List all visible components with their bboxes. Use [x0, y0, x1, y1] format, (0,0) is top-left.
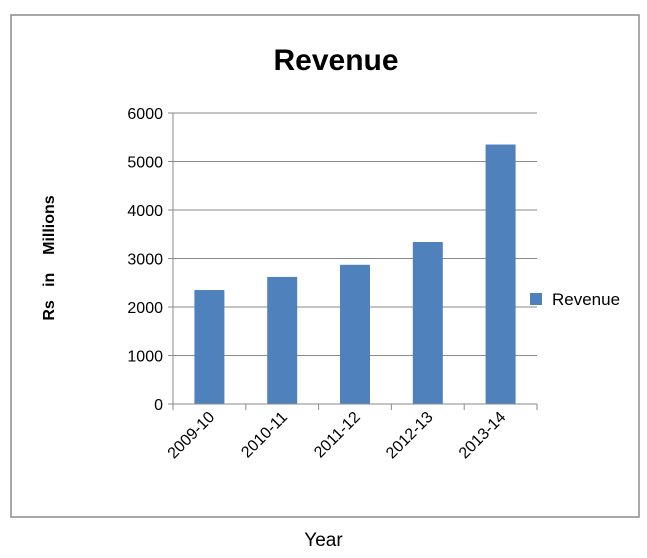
y-tick-label: 0 [154, 397, 163, 414]
x-axis-label: Year [304, 530, 343, 551]
y-tick-label: 6000 [127, 106, 163, 123]
legend-label: Revenue [552, 290, 620, 309]
y-tick-label: 4000 [127, 203, 163, 220]
y-tick-labels: 0 1000 2000 3000 4000 5000 6000 [127, 106, 163, 414]
bars [194, 144, 516, 404]
bar-2009-10 [194, 290, 225, 404]
bar-2013-14 [485, 144, 516, 404]
gridlines [168, 112, 537, 405]
y-tick-label: 2000 [127, 300, 163, 317]
bar-2012-13 [412, 242, 443, 404]
chart-title: Revenue [273, 44, 398, 77]
legend-swatch [530, 293, 542, 305]
legend: Revenue [530, 290, 620, 309]
y-tick-label: 3000 [127, 252, 163, 269]
y-axis-label: Rs in Millions [41, 195, 58, 320]
axes [172, 113, 538, 410]
y-tick-label: 1000 [127, 349, 163, 366]
y-tick-label: 5000 [127, 155, 163, 172]
bar-2010-11 [267, 276, 298, 404]
chart-area-frame [10, 14, 640, 518]
bar-2011-12 [340, 264, 370, 404]
